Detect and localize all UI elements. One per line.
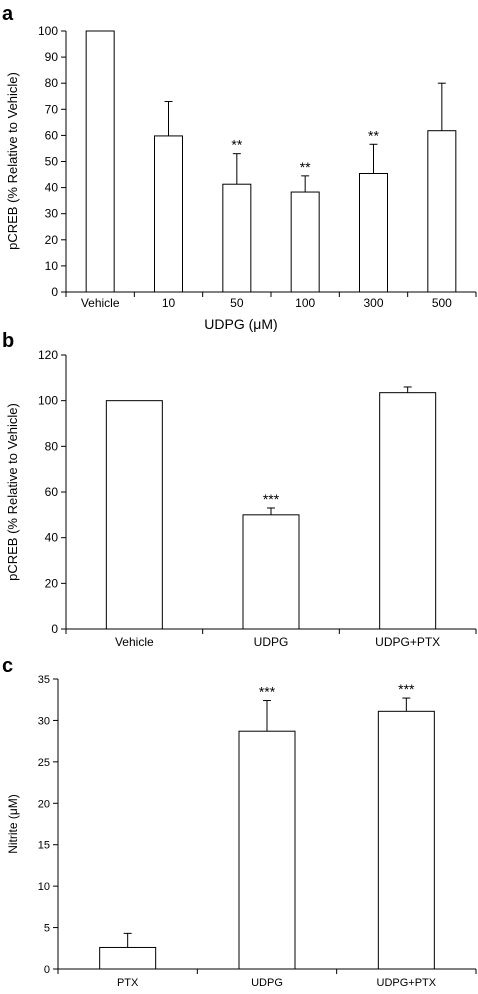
chart-panel-c: c 0 5 10 15 20 25 30 35 PTX *** UDPG *** UDPG+PTX Nitr…	[2, 655, 477, 989]
y-tick-label: 40	[45, 181, 59, 195]
y-tick-label: 100	[38, 394, 58, 408]
x-tick-label: 100	[295, 296, 315, 310]
y-tick-label: 30	[38, 715, 50, 727]
y-axis-label: pCREB (% Relative to Vehicle)	[5, 403, 20, 581]
x-tick-label: PTX	[117, 977, 139, 989]
chart-panel-b: b 0 20 40 60 80 100 120 Vehicle *** UDPG UDPG+PTX pC…	[2, 330, 477, 649]
y-tick-label: 10	[38, 881, 50, 893]
x-tick-label: UDPG	[251, 977, 283, 989]
bar	[222, 183, 252, 293]
y-axis-label: pCREB (% Relative to Vehicle)	[5, 72, 20, 250]
y-tick-label: 20	[45, 233, 59, 247]
y-tick-label: 25	[38, 757, 50, 769]
significance-marker: **	[368, 127, 379, 143]
y-tick-label: 10	[45, 259, 59, 273]
x-tick-label: Vehicle	[115, 635, 154, 649]
x-tick-label: UDPG	[254, 635, 289, 649]
x-tick-label: 10	[162, 296, 176, 310]
x-tick-label: 500	[432, 296, 452, 310]
x-tick-label: UDPG+PTX	[377, 977, 437, 989]
x-axis-label: UDPG (μM)	[204, 316, 277, 332]
bar	[377, 710, 435, 970]
y-tick-label: 60	[45, 128, 59, 142]
y-tick-label: 80	[45, 439, 59, 453]
panel-label: b	[2, 330, 14, 352]
bar	[359, 173, 388, 293]
y-tick-label: 100	[38, 24, 58, 38]
y-tick-label: 40	[45, 531, 59, 545]
y-tick-label: 30	[45, 207, 59, 221]
significance-marker: ***	[259, 684, 276, 700]
bar	[379, 392, 437, 630]
significance-marker: **	[300, 159, 311, 175]
bar	[85, 30, 115, 293]
y-tick-label: 0	[44, 964, 50, 976]
y-tick-label: 70	[45, 102, 59, 116]
significance-marker: **	[231, 137, 242, 153]
significance-marker: ***	[263, 491, 280, 507]
panel-label: c	[2, 655, 13, 677]
y-tick-label: 60	[45, 485, 59, 499]
y-axis-label: Nitrite (μM)	[6, 794, 20, 854]
y-tick-label: 20	[38, 798, 50, 810]
bar	[238, 730, 296, 970]
bar	[242, 514, 300, 630]
y-tick-label: 0	[51, 285, 58, 299]
x-tick-label: Vehicle	[81, 296, 120, 310]
y-tick-label: 20	[45, 576, 59, 590]
bar	[154, 135, 183, 293]
y-tick-label: 80	[45, 76, 59, 90]
y-tick-label: 5	[44, 923, 50, 935]
x-tick-label: 300	[363, 296, 383, 310]
panel-label: a	[2, 3, 14, 25]
chart-panel-a: a 0 10 20 30 40 50 60 70 80 90 100 Vehicle 10 ** 50 ** 10…	[2, 3, 477, 332]
x-tick-label: UDPG+PTX	[375, 635, 440, 649]
y-tick-label: 0	[51, 622, 58, 636]
bar	[290, 191, 320, 293]
y-tick-label: 50	[45, 155, 59, 169]
y-tick-label: 35	[38, 674, 50, 686]
y-tick-label: 90	[45, 50, 59, 64]
x-tick-label: 50	[230, 296, 244, 310]
y-tick-label: 15	[38, 840, 50, 852]
y-tick-label: 120	[38, 348, 58, 362]
significance-marker: ***	[398, 681, 415, 697]
bar	[427, 130, 457, 293]
bar	[105, 400, 163, 630]
bar	[99, 946, 157, 970]
